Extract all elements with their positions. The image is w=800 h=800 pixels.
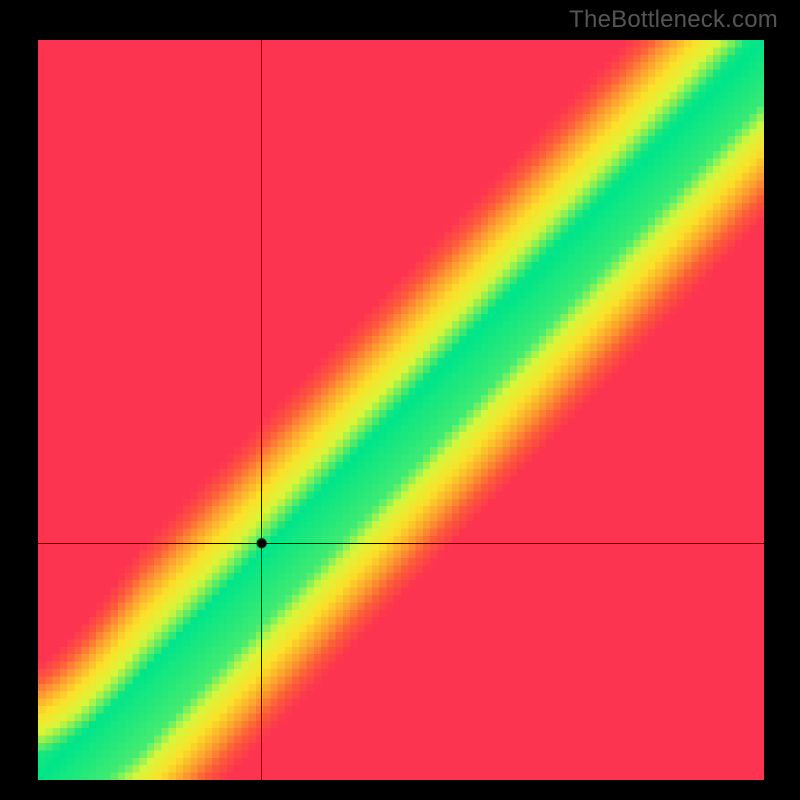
heatmap-plot [38,40,764,780]
crosshair-marker [38,40,764,780]
watermark-text: TheBottleneck.com [569,6,778,34]
chart-container: TheBottleneck.com [0,0,800,800]
